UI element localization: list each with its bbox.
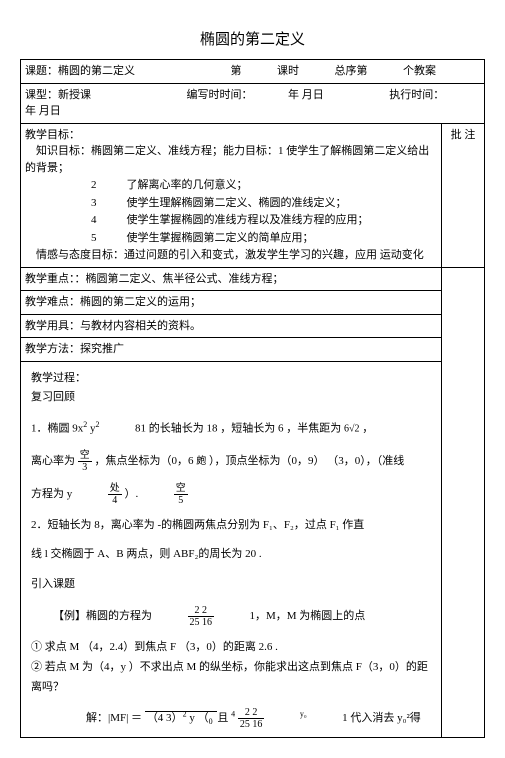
goal-text-2: 了解离心率的几何意义； [127, 179, 248, 191]
p2b: ，焦点坐标为（0，6 [95, 455, 194, 467]
period-label: 第 [231, 65, 242, 77]
goals-knowledge: 知识目标：椭圆第二定义、准线方程；能力目标：1 使学生了解椭圆第二定义给出的背景… [25, 143, 437, 176]
goals-emotion: 情感与态度目标：通过问题的引入和变式，激发学生学习的兴趣，应用 运动变化 [25, 247, 437, 264]
compose-date: 年 月日 [288, 89, 324, 101]
p1-sup2: 2 [96, 420, 100, 429]
sol-a: 解：|MF| ＝ [86, 712, 142, 724]
sol-sup1: 2 [183, 710, 187, 719]
goal-text-5: 使学生掌握椭圆第二定义的简单应用； [127, 232, 314, 244]
p3a: 方程为 y [31, 488, 72, 500]
note-cell-2 [442, 291, 485, 315]
keypoint-cell: 教学重点：：椭圆第二定义、焦半径公式、准线方程； [21, 267, 442, 291]
process-heading: 教学过程： [31, 369, 431, 389]
frac-dir: 处4 [108, 483, 122, 506]
sol-frac-d: 25 16 [238, 719, 265, 730]
p1a: 1．椭圆 9x [31, 423, 83, 435]
goal-num-5: 5 [91, 232, 97, 244]
goal-text-3: 使学生理解椭圆第二定义、椭圆的准线定义； [127, 197, 347, 209]
p1-sqrt: 6√2 [344, 424, 360, 435]
goal-num-3: 3 [91, 197, 97, 209]
example: 【例】椭圆的方程为 2 225 16 1，M，M 为椭圆上的点 [31, 605, 431, 628]
type-cell: 课型：新授课 编写时时间： 年 月日 执行时间： 年 月日 [21, 83, 485, 123]
goals-heading: 教学目标： [25, 127, 437, 144]
note-cell-3 [442, 314, 485, 338]
goals-row: 教学目标： 知识目标：椭圆第二定义、准线方程；能力目标：1 使学生了解椭圆第二定… [21, 123, 485, 267]
p2a: 离心率为 [31, 455, 75, 467]
p1end: ， [362, 423, 373, 435]
review-item-4: 2．短轴长为 8，离心率为 -的椭圆两焦点分别为 F₁、F₂，过点 F₁ 作直 [31, 516, 431, 536]
ex-a: 【例】椭圆的方程为 [53, 610, 152, 622]
note-cell-1 [442, 267, 485, 291]
compose-label: 编写时时间： [187, 89, 253, 101]
sol-y0: y₀ [300, 710, 307, 719]
process-row: 教学过程： 复习回顾 1．椭圆 9x2 y2 81 的长轴长为 18 ，短轴长为… [21, 361, 485, 738]
frac-ecc-n: 空 [78, 450, 92, 462]
review-heading: 复习回顾 [31, 388, 431, 408]
tools-row: 教学用具：与教材内容相关的资料。 [21, 314, 485, 338]
difficulty-cell: 教学难点：椭圆的第二定义的运用； [21, 291, 442, 315]
review-item-5: 线 l 交椭圆于 A、B 两点，则 ABF₂的周长为 20 . [31, 545, 431, 565]
sol-e: 1 代入消去 y₀²得 [342, 712, 421, 724]
goal-text-4: 使学生掌握椭圆的准线方程以及准线方程的应用； [127, 214, 369, 226]
method-cell: 教学方法：探究推广 [21, 338, 442, 362]
sol-frac-n: 2 2 [238, 707, 265, 719]
exec-date: 年 月日 [25, 105, 61, 117]
note-cell-5 [442, 361, 485, 738]
solution: 解：|MF| ＝ （4 3）2 y （0 且 4 2 225 16 y₀ 1 代… [31, 707, 431, 730]
keypoint-row: 教学重点：：椭圆第二定义、焦半径公式、准线方程； [21, 267, 485, 291]
header-row-1: 课题：椭圆的第二定义 第 课时 总序第 个教案 [21, 60, 485, 84]
goals-list: 2 了解离心率的几何意义； 3 使学生理解椭圆第二定义、椭圆的准线定义； 4 使学生掌… [25, 177, 437, 246]
frac-ecc: 空3 [78, 450, 92, 473]
goal-num-4: 4 [91, 214, 97, 226]
question-1: ① 求点 M （4，2.4）到焦点 F （3，0）的距离 2.6 . [31, 638, 431, 658]
sol-d: 且 [217, 712, 228, 724]
note-cell-4 [442, 338, 485, 362]
sol-b: （4 3） [147, 712, 183, 724]
question-2: ② 若点 M 为（4，y ）不求出点 M 的纵坐标，你能求出这点到焦点 F（3，… [31, 658, 431, 698]
exec-label: 执行时间： [389, 89, 444, 101]
frac-dir-d: 4 [108, 495, 122, 506]
total-unit: 个教案 [403, 65, 436, 77]
ex-frac-d: 25 16 [188, 617, 215, 628]
topic-label: 课题：椭圆的第二定义 [25, 65, 135, 77]
frac-dir2-n: 空 [174, 483, 188, 495]
p2c: ），顶点坐标为（0，9） （3，0），（准线 [209, 455, 404, 467]
period-unit: 课时 [277, 65, 299, 77]
sol-sub0: 0 [209, 718, 213, 727]
topic-cell: 课题：椭圆的第二定义 第 课时 总序第 个教案 [21, 60, 485, 84]
type-label: 课型：新授课 [25, 89, 91, 101]
header-row-2: 课型：新授课 编写时时间： 年 月日 执行时间： 年 月日 [21, 83, 485, 123]
lead-heading: 引入课题 [31, 575, 431, 595]
review-item-2: 离心率为 空3 ，焦点坐标为（0，6 皰 ），顶点坐标为（0，9） （3，0），… [31, 450, 431, 473]
difficulty-row: 教学难点：椭圆的第二定义的运用； [21, 291, 485, 315]
frac-dir-n: 处 [108, 483, 122, 495]
ex-b: 1，M，M 为椭圆上的点 [250, 610, 366, 622]
total-label: 总序第 [335, 65, 368, 77]
sol-sup4: 4 [231, 710, 235, 719]
frac-ecc-d: 3 [78, 462, 92, 473]
sol-c: y （ [189, 712, 208, 724]
ex-frac: 2 225 16 [188, 605, 215, 628]
review-item-3: 方程为 y 处4 ）. 空5 [31, 483, 431, 506]
sol-frac: 2 225 16 [238, 707, 265, 730]
note-heading-cell: 批 注 [442, 123, 485, 267]
tools-cell: 教学用具：与教材内容相关的资料。 [21, 314, 442, 338]
frac-dir2-d: 5 [174, 495, 188, 506]
page-title: 椭圆的第二定义 [20, 28, 485, 49]
frac-dir2: 空5 [174, 483, 188, 506]
p3c: ）. [125, 488, 139, 500]
review-item-1: 1．椭圆 9x2 y2 81 的长轴长为 18 ，短轴长为 6 ，半焦距为 6√… [31, 418, 431, 439]
goals-cell: 教学目标： 知识目标：椭圆第二定义、准线方程；能力目标：1 使学生了解椭圆第二定… [21, 123, 442, 267]
goal-num-2: 2 [91, 179, 97, 191]
process-cell: 教学过程： 复习回顾 1．椭圆 9x2 y2 81 的长轴长为 18 ，短轴长为… [21, 361, 442, 738]
p2-sqrt: 皰 [196, 456, 206, 467]
ex-frac-n: 2 2 [188, 605, 215, 617]
p1-sup1: 2 [83, 420, 87, 429]
lesson-plan-table: 课题：椭圆的第二定义 第 课时 总序第 个教案 课型：新授课 编写时时间： 年 … [20, 59, 485, 738]
p1eq: 81 的长轴长为 18 ，短轴长为 6 ，半焦距为 [135, 423, 341, 435]
method-row: 教学方法：探究推广 [21, 338, 485, 362]
